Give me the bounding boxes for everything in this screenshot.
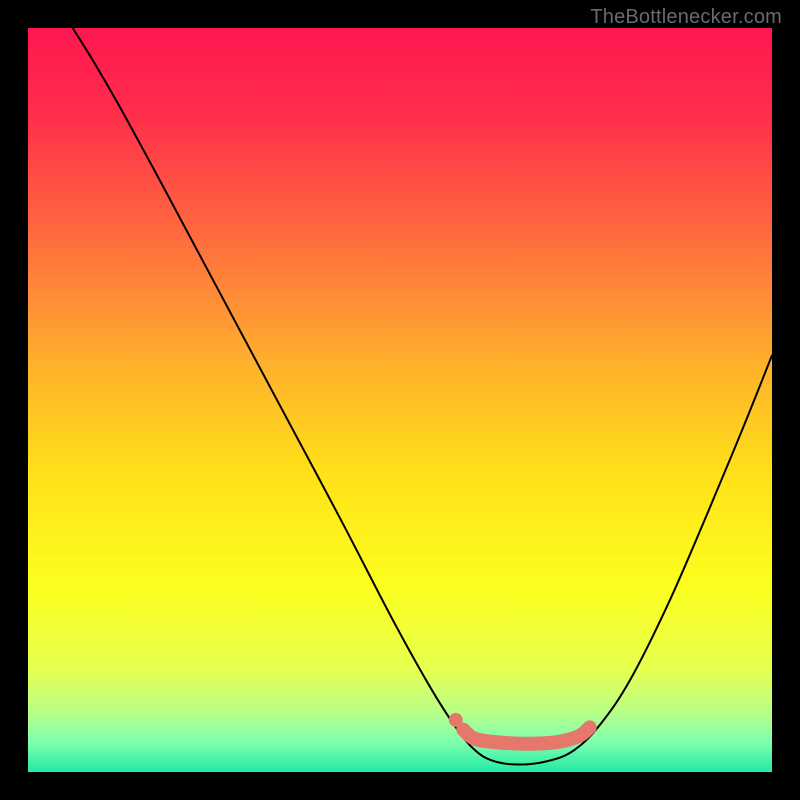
current-config-marker: [449, 713, 463, 727]
chart-background: [28, 28, 772, 772]
chart-svg: [28, 28, 772, 772]
bottleneck-curve-chart: [28, 28, 772, 772]
chart-container: TheBottlenecker.com: [0, 0, 800, 800]
watermark-text: TheBottlenecker.com: [590, 6, 782, 29]
